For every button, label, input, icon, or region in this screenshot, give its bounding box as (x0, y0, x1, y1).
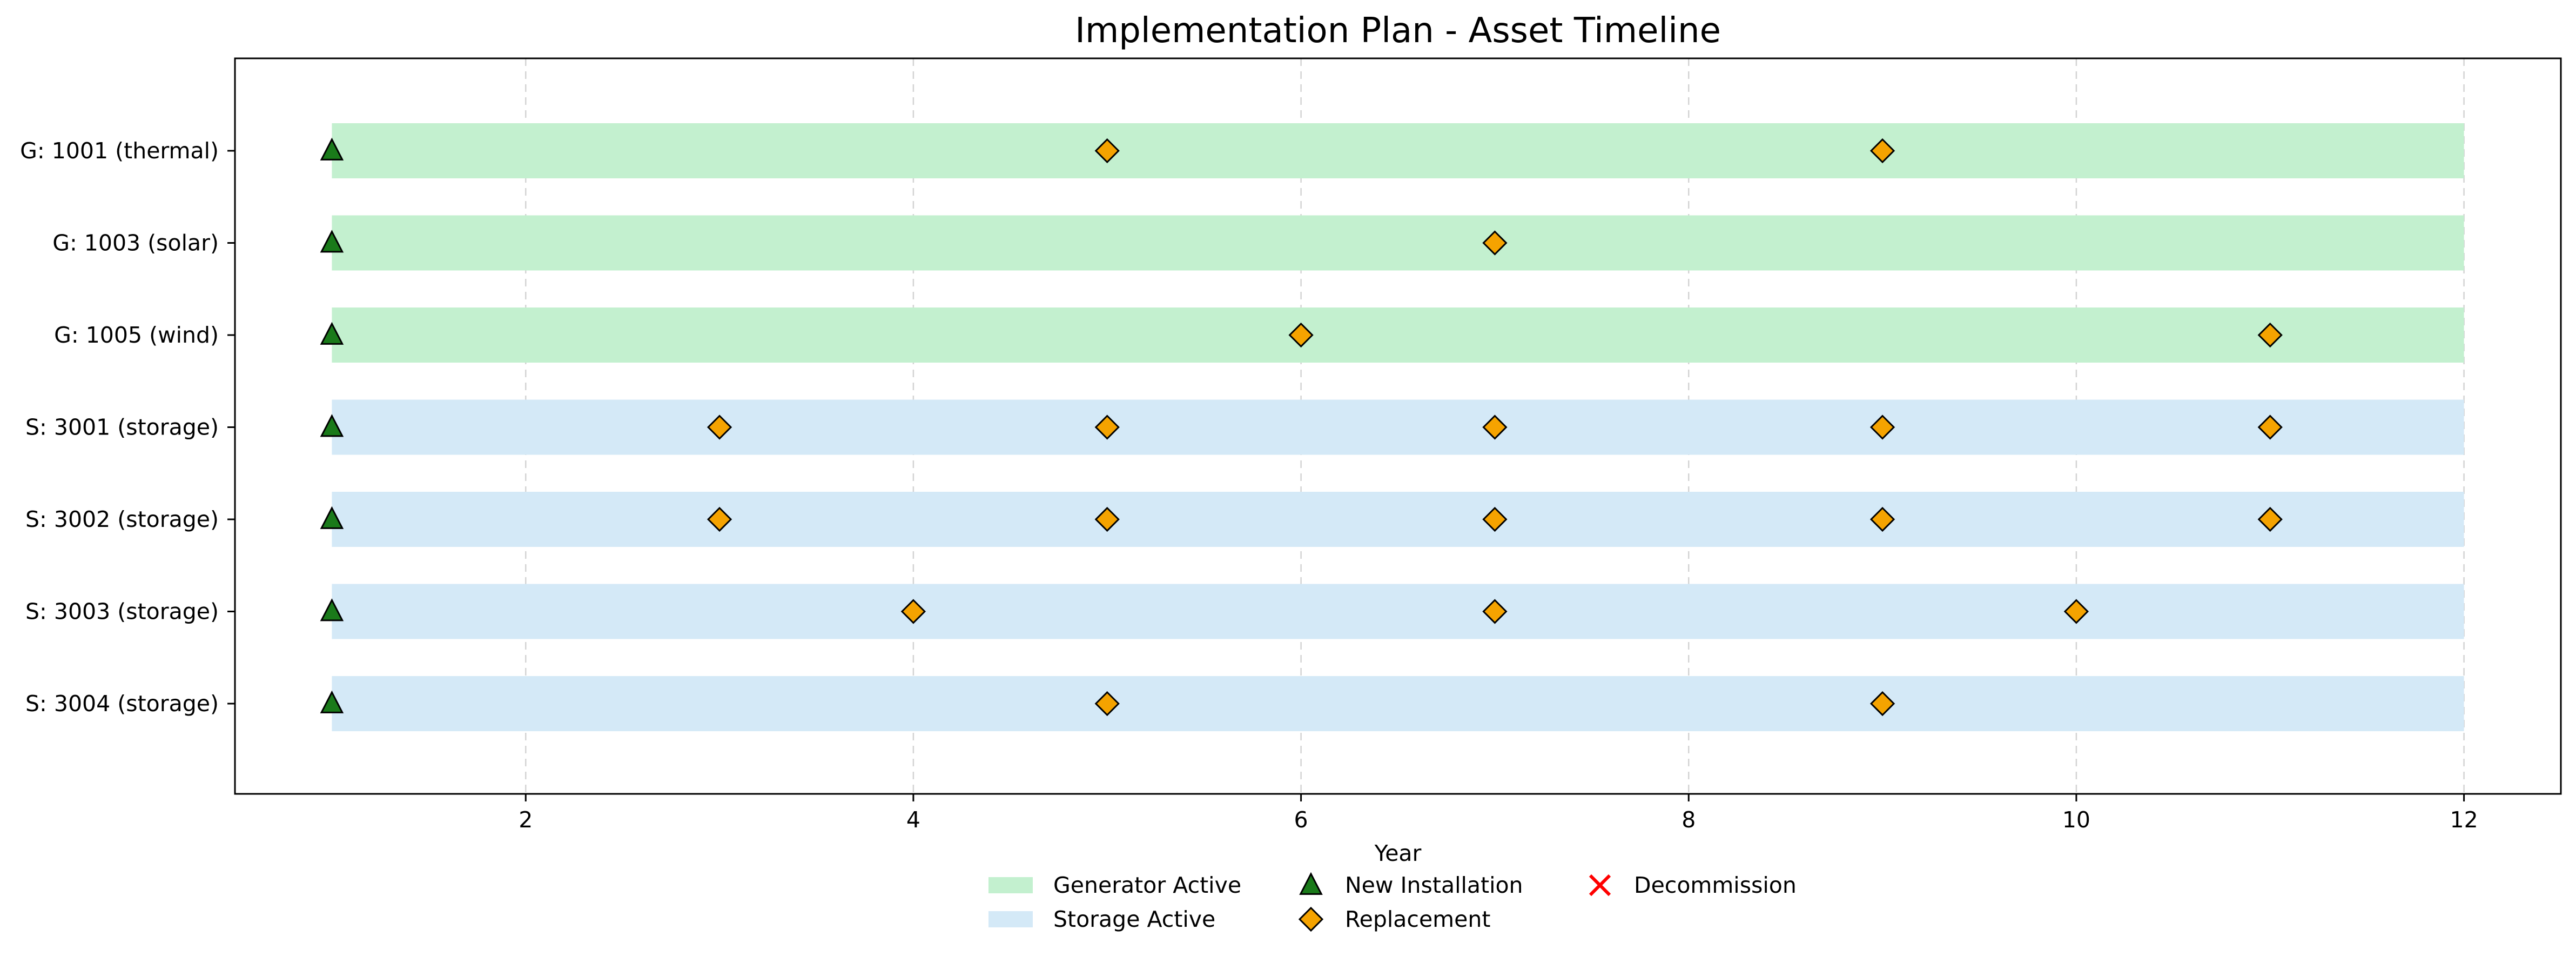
replacement-marker (1094, 138, 1120, 164)
legend-item: Replacement (1298, 906, 1490, 932)
legend-item: Decommission (1589, 872, 1797, 898)
x-tick-label: 2 (519, 807, 533, 833)
active-band-generator (332, 215, 2464, 271)
legend-label: Storage Active (1053, 906, 1215, 932)
active-band-storage (332, 492, 2464, 547)
legend: Generator Active Storage Active New Instal… (988, 872, 1797, 932)
x-axis-ticks: 2 4 6 8 10 12 (519, 794, 2478, 833)
replacement-marker (707, 506, 732, 532)
active-band-storage (332, 676, 2464, 731)
chart-title: Implementation Plan - Asset Timeline (1075, 11, 1721, 51)
y-tick-label: G: 1001 (thermal) (20, 138, 219, 164)
active-band-generator (332, 307, 2464, 363)
new-installation-marker (320, 414, 344, 437)
legend-label: New Installation (1345, 872, 1523, 898)
y-tick-label: S: 3003 (storage) (25, 599, 219, 625)
replacement-marker (1869, 415, 1895, 440)
replacement-marker (1094, 415, 1120, 440)
legend-item: New Installation (1299, 872, 1523, 898)
new-installation-marker (320, 690, 344, 713)
replacement-marker (2063, 599, 2089, 624)
x-axis-label: Year (1374, 840, 1422, 866)
active-band-storage (332, 584, 2464, 639)
legend-item: Storage Active (988, 906, 1215, 932)
new-installation-marker (320, 598, 344, 621)
replacement-marker (1869, 506, 1895, 532)
y-tick-label: G: 1003 (solar) (52, 230, 219, 256)
y-tick-label: S: 3001 (storage) (25, 415, 219, 440)
x-tick-label: 10 (2062, 807, 2090, 833)
x-tick-label: 6 (1294, 807, 1308, 833)
replacement-marker (1869, 691, 1895, 717)
replacement-marker (1288, 322, 1314, 348)
x-tick-label: 12 (2450, 807, 2478, 833)
replacement-marker (707, 415, 732, 440)
legend-label: Decommission (1634, 872, 1797, 898)
legend-label: Generator Active (1053, 872, 1241, 898)
replacement-marker (900, 599, 926, 624)
new-installation-marker (320, 322, 344, 345)
replacement-marker (1482, 506, 1508, 532)
y-tick-label: S: 3002 (storage) (25, 506, 219, 532)
y-tick-label: G: 1005 (wind) (54, 322, 219, 348)
event-markers (320, 137, 2283, 717)
legend-label: Replacement (1345, 906, 1490, 932)
active-band-storage (332, 399, 2464, 455)
legend-item: Generator Active (988, 872, 1241, 898)
replacement-marker (1482, 415, 1508, 440)
replacement-marker (1482, 230, 1508, 256)
replacement-marker (2257, 415, 2283, 440)
new-installation-marker (320, 230, 344, 253)
x-tick-label: 8 (1682, 807, 1696, 833)
new-installation-marker (320, 137, 344, 161)
replacement-marker (1869, 138, 1895, 164)
active-bands (332, 123, 2464, 731)
x-tick-label: 4 (906, 807, 920, 833)
legend-swatch (988, 911, 1033, 927)
replacement-marker (2257, 506, 2283, 532)
replacement-marker (1094, 506, 1120, 532)
replacement-marker (1482, 599, 1508, 624)
active-band-generator (332, 123, 2464, 178)
legend-triangle-marker (1299, 872, 1323, 895)
y-tick-label: S: 3004 (storage) (25, 691, 219, 717)
new-installation-marker (320, 506, 344, 529)
legend-cross-marker (1589, 874, 1611, 897)
legend-diamond-marker (1298, 906, 1324, 932)
plot-frame (234, 57, 2562, 795)
replacement-marker (2257, 322, 2283, 348)
replacement-marker (1094, 691, 1120, 717)
legend-swatch (988, 877, 1033, 893)
y-axis-ticks: G: 1001 (thermal) G: 1003 (solar) G: 1005 … (20, 138, 235, 717)
